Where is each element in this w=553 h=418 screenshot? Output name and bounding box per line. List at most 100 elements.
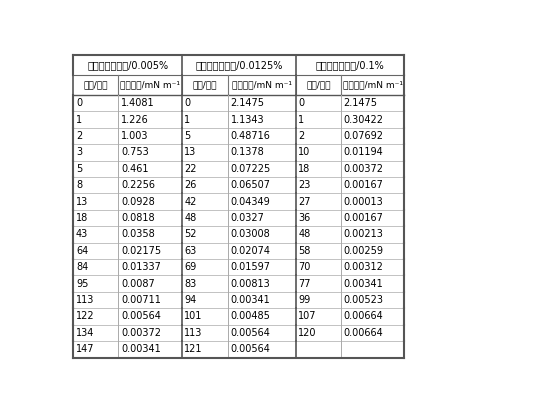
Text: 0.00813: 0.00813 [231, 279, 270, 289]
Text: 1.4081: 1.4081 [121, 98, 155, 108]
Text: 界面张力/mN m⁻¹: 界面张力/mN m⁻¹ [120, 80, 180, 89]
Text: 0.06507: 0.06507 [231, 180, 271, 190]
Text: 0.00485: 0.00485 [231, 311, 270, 321]
Text: 113: 113 [184, 328, 203, 338]
Text: 0.00664: 0.00664 [343, 328, 383, 338]
Text: 1: 1 [299, 115, 305, 125]
Text: 0.00564: 0.00564 [231, 328, 270, 338]
Text: 23: 23 [299, 180, 311, 190]
Text: 表面活性剂浓度/0.1%: 表面活性剂浓度/0.1% [316, 60, 384, 70]
Text: 2.1475: 2.1475 [343, 98, 377, 108]
Text: 时间/分钟: 时间/分钟 [193, 80, 217, 89]
Text: 36: 36 [299, 213, 311, 223]
Text: 64: 64 [76, 246, 88, 256]
Text: 界面张力/mN m⁻¹: 界面张力/mN m⁻¹ [342, 80, 403, 89]
Text: 58: 58 [299, 246, 311, 256]
Text: 83: 83 [184, 279, 197, 289]
Text: 0: 0 [184, 98, 191, 108]
Text: 121: 121 [184, 344, 203, 354]
Text: 0.00523: 0.00523 [343, 295, 383, 305]
Text: 0.0087: 0.0087 [121, 279, 155, 289]
Text: 0.48716: 0.48716 [231, 131, 270, 141]
Text: 5: 5 [76, 164, 82, 174]
Text: 0.00341: 0.00341 [231, 295, 270, 305]
Text: 0.00259: 0.00259 [343, 246, 383, 256]
Text: 0: 0 [76, 98, 82, 108]
Text: 13: 13 [184, 148, 197, 157]
Text: 13: 13 [76, 196, 88, 206]
Text: 134: 134 [76, 328, 95, 338]
Text: 0.07692: 0.07692 [343, 131, 383, 141]
Text: 69: 69 [184, 262, 197, 272]
Text: 1.1343: 1.1343 [231, 115, 264, 125]
Text: 18: 18 [76, 213, 88, 223]
Text: 界面张力/mN m⁻¹: 界面张力/mN m⁻¹ [232, 80, 292, 89]
Text: 0.2256: 0.2256 [121, 180, 155, 190]
Text: 0.00341: 0.00341 [121, 344, 161, 354]
Text: 表面活性剂浓度/0.0125%: 表面活性剂浓度/0.0125% [195, 60, 283, 70]
Text: 43: 43 [76, 229, 88, 240]
Text: 1: 1 [184, 115, 191, 125]
Text: 10: 10 [299, 148, 311, 157]
Text: 63: 63 [184, 246, 197, 256]
Text: 0.01194: 0.01194 [343, 148, 383, 157]
Text: 0.00372: 0.00372 [121, 328, 161, 338]
Text: 1.003: 1.003 [121, 131, 149, 141]
Text: 0.00167: 0.00167 [343, 180, 383, 190]
Text: 0.02074: 0.02074 [231, 246, 271, 256]
Text: 122: 122 [76, 311, 95, 321]
Text: 94: 94 [184, 295, 197, 305]
Text: 3: 3 [76, 148, 82, 157]
Text: 0.0327: 0.0327 [231, 213, 264, 223]
Text: 113: 113 [76, 295, 95, 305]
Text: 0.00312: 0.00312 [343, 262, 383, 272]
Text: 18: 18 [299, 164, 311, 174]
Text: 99: 99 [299, 295, 311, 305]
Text: 表面活性剂浓度/0.005%: 表面活性剂浓度/0.005% [87, 60, 168, 70]
Text: 2: 2 [76, 131, 82, 141]
Text: 95: 95 [76, 279, 88, 289]
Text: 48: 48 [184, 213, 197, 223]
Text: 120: 120 [299, 328, 317, 338]
Text: 26: 26 [184, 180, 197, 190]
Text: 0.04349: 0.04349 [231, 196, 270, 206]
Text: 时间/分钟: 时间/分钟 [84, 80, 108, 89]
Text: 101: 101 [184, 311, 203, 321]
Text: 0.07225: 0.07225 [231, 164, 271, 174]
Text: 70: 70 [299, 262, 311, 272]
Text: 77: 77 [299, 279, 311, 289]
Text: 0.01597: 0.01597 [231, 262, 271, 272]
Text: 2.1475: 2.1475 [231, 98, 265, 108]
Text: 5: 5 [184, 131, 191, 141]
Text: 0.0358: 0.0358 [121, 229, 155, 240]
Text: 8: 8 [76, 180, 82, 190]
Text: 1.226: 1.226 [121, 115, 149, 125]
Text: 0.00013: 0.00013 [343, 196, 383, 206]
Text: 时间/分钟: 时间/分钟 [306, 80, 331, 89]
Text: 0.30422: 0.30422 [343, 115, 383, 125]
Text: 0.0818: 0.0818 [121, 213, 155, 223]
Text: 0.00213: 0.00213 [343, 229, 383, 240]
Text: 107: 107 [299, 311, 317, 321]
Text: 0.00167: 0.00167 [343, 213, 383, 223]
Text: 0.00341: 0.00341 [343, 279, 383, 289]
Text: 2: 2 [299, 131, 305, 141]
Text: 0.00664: 0.00664 [343, 311, 383, 321]
Text: 0.00564: 0.00564 [231, 344, 270, 354]
Text: 1: 1 [76, 115, 82, 125]
Text: 0.753: 0.753 [121, 148, 149, 157]
Text: 0: 0 [299, 98, 305, 108]
Text: 52: 52 [184, 229, 197, 240]
Text: 48: 48 [299, 229, 311, 240]
Text: 0.02175: 0.02175 [121, 246, 161, 256]
Text: 0.00711: 0.00711 [121, 295, 161, 305]
Text: 0.0928: 0.0928 [121, 196, 155, 206]
Text: 42: 42 [184, 196, 197, 206]
Text: 27: 27 [299, 196, 311, 206]
Text: 84: 84 [76, 262, 88, 272]
Text: 0.01337: 0.01337 [121, 262, 161, 272]
Text: 0.03008: 0.03008 [231, 229, 270, 240]
Text: 22: 22 [184, 164, 197, 174]
Text: 0.461: 0.461 [121, 164, 149, 174]
Text: 0.00372: 0.00372 [343, 164, 383, 174]
